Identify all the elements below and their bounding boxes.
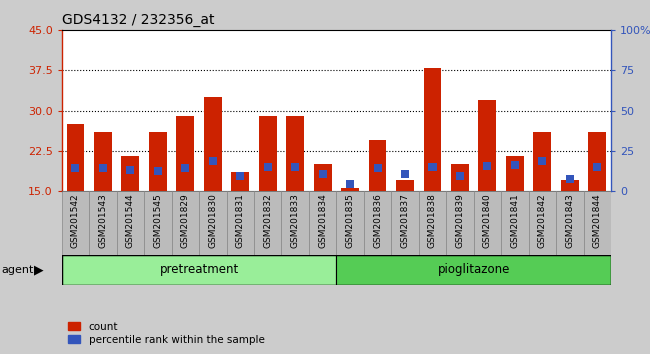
Bar xyxy=(286,116,304,191)
Bar xyxy=(346,181,354,188)
Bar xyxy=(231,172,249,191)
FancyBboxPatch shape xyxy=(89,191,117,255)
Bar xyxy=(424,68,441,191)
FancyBboxPatch shape xyxy=(309,191,337,255)
Bar xyxy=(314,164,332,191)
Text: GSM201832: GSM201832 xyxy=(263,193,272,248)
FancyBboxPatch shape xyxy=(172,191,199,255)
Text: GSM201835: GSM201835 xyxy=(346,193,355,248)
Bar xyxy=(236,172,244,181)
FancyBboxPatch shape xyxy=(62,191,89,255)
FancyBboxPatch shape xyxy=(199,191,227,255)
Text: GSM201837: GSM201837 xyxy=(400,193,410,248)
FancyBboxPatch shape xyxy=(419,191,446,255)
FancyBboxPatch shape xyxy=(446,191,474,255)
FancyBboxPatch shape xyxy=(337,191,364,255)
FancyBboxPatch shape xyxy=(364,191,391,255)
FancyBboxPatch shape xyxy=(528,191,556,255)
Bar xyxy=(561,181,579,191)
Text: pioglitazone: pioglitazone xyxy=(437,263,510,276)
Bar xyxy=(341,188,359,191)
Text: GSM201840: GSM201840 xyxy=(483,193,492,248)
Bar xyxy=(369,140,387,191)
Bar xyxy=(259,116,277,191)
Bar xyxy=(534,132,551,191)
FancyBboxPatch shape xyxy=(117,191,144,255)
Bar xyxy=(126,166,135,174)
Legend: count, percentile rank within the sample: count, percentile rank within the sample xyxy=(64,317,268,349)
Bar xyxy=(209,157,217,165)
Bar xyxy=(593,163,601,171)
FancyBboxPatch shape xyxy=(391,191,419,255)
Text: GSM201544: GSM201544 xyxy=(126,193,135,248)
Text: GSM201834: GSM201834 xyxy=(318,193,327,248)
Text: pretreatment: pretreatment xyxy=(159,263,239,276)
Bar xyxy=(506,156,524,191)
Text: GSM201839: GSM201839 xyxy=(456,193,465,248)
FancyBboxPatch shape xyxy=(556,191,584,255)
Bar xyxy=(511,161,519,169)
FancyBboxPatch shape xyxy=(584,191,611,255)
Text: GSM201545: GSM201545 xyxy=(153,193,162,248)
Bar xyxy=(401,170,409,178)
FancyBboxPatch shape xyxy=(474,191,501,255)
Text: GSM201844: GSM201844 xyxy=(593,193,602,248)
Bar xyxy=(566,175,574,183)
Text: GSM201829: GSM201829 xyxy=(181,193,190,248)
Bar xyxy=(99,164,107,172)
Bar xyxy=(66,124,84,191)
FancyBboxPatch shape xyxy=(227,191,254,255)
FancyBboxPatch shape xyxy=(337,255,611,285)
Text: GDS4132 / 232356_at: GDS4132 / 232356_at xyxy=(62,13,214,28)
Text: GSM201831: GSM201831 xyxy=(236,193,245,248)
Bar xyxy=(428,163,437,171)
Text: GSM201841: GSM201841 xyxy=(510,193,519,248)
Text: GSM201838: GSM201838 xyxy=(428,193,437,248)
Text: GSM201833: GSM201833 xyxy=(291,193,300,248)
FancyBboxPatch shape xyxy=(501,191,528,255)
Bar xyxy=(318,170,327,178)
Text: GSM201543: GSM201543 xyxy=(98,193,107,248)
Bar xyxy=(478,100,497,191)
Text: GSM201842: GSM201842 xyxy=(538,193,547,248)
Text: agent: agent xyxy=(1,265,34,275)
Bar xyxy=(154,167,162,175)
Bar xyxy=(181,164,189,172)
Bar xyxy=(374,164,382,172)
Text: GSM201542: GSM201542 xyxy=(71,193,80,248)
Bar xyxy=(538,157,547,165)
FancyBboxPatch shape xyxy=(254,191,281,255)
Bar xyxy=(264,163,272,171)
Text: GSM201830: GSM201830 xyxy=(208,193,217,248)
Bar xyxy=(176,116,194,191)
FancyBboxPatch shape xyxy=(281,191,309,255)
Bar xyxy=(484,162,491,170)
Bar xyxy=(204,97,222,191)
Bar xyxy=(149,132,167,191)
Bar xyxy=(122,156,139,191)
FancyBboxPatch shape xyxy=(62,255,337,285)
Bar xyxy=(451,164,469,191)
Bar xyxy=(396,181,414,191)
Bar xyxy=(291,163,299,171)
Text: GSM201836: GSM201836 xyxy=(373,193,382,248)
Bar xyxy=(94,132,112,191)
FancyBboxPatch shape xyxy=(144,191,172,255)
Bar xyxy=(72,164,79,172)
Text: ▶: ▶ xyxy=(34,264,44,276)
Bar xyxy=(456,172,464,181)
Bar xyxy=(588,132,606,191)
Text: GSM201843: GSM201843 xyxy=(566,193,575,248)
